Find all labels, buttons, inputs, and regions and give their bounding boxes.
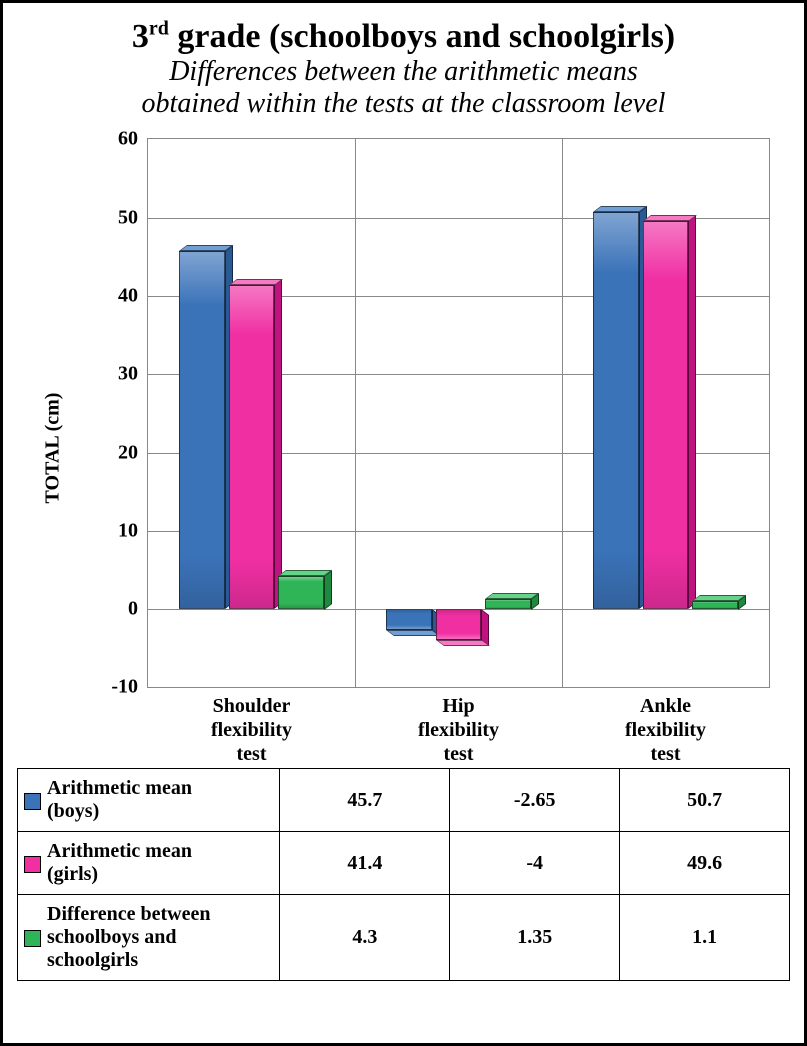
title-main-pre: 3	[132, 18, 149, 55]
table-value: -2.65	[450, 769, 620, 832]
bar-diff	[278, 576, 324, 610]
title-sub-line1: Differences between the arithmetic means	[17, 56, 790, 88]
title-main-post: grade (schoolboys and schoolgirls)	[169, 18, 675, 55]
y-tick-label: -10	[111, 676, 148, 699]
table-value: 1.1	[620, 895, 790, 981]
bar-girls	[436, 609, 482, 640]
legend-swatch-boys	[24, 793, 41, 810]
y-tick-label: 30	[118, 363, 148, 386]
legend-cell-boys: Arithmetic mean(boys)	[18, 769, 280, 832]
table-row: Arithmetic mean(boys) 45.7-2.6550.7	[18, 769, 790, 832]
bar-boys	[593, 212, 639, 609]
y-tick-label: 10	[118, 519, 148, 542]
title-main: 3rd grade (schoolboys and schoolgirls)	[17, 17, 790, 56]
category-label: Hipflexibilitytest	[355, 687, 562, 766]
legend-cell-girls: Arithmetic mean(girls)	[18, 832, 280, 895]
bar-girls	[229, 285, 275, 609]
y-axis-label: TOTAL (cm)	[42, 393, 65, 504]
table-row: Arithmetic mean(girls) 41.4-449.6	[18, 832, 790, 895]
legend-swatch-girls	[24, 856, 41, 873]
legend-cell-diff: Difference betweenschoolboys andschoolgi…	[18, 895, 280, 981]
legend-label-diff: Difference betweenschoolboys andschoolgi…	[47, 903, 210, 972]
chart-document: 3rd grade (schoolboys and schoolgirls) D…	[0, 0, 807, 1046]
title-sub-line2: obtained within the tests at the classro…	[17, 88, 790, 120]
legend-label-girls: Arithmetic mean(girls)	[47, 840, 192, 886]
bar-diff	[485, 599, 531, 610]
y-tick-label: 50	[118, 206, 148, 229]
plot-area: -100102030405060ShoulderflexibilitytestH…	[147, 138, 770, 688]
table-row: Difference betweenschoolboys andschoolgi…	[18, 895, 790, 981]
table-value: -4	[450, 832, 620, 895]
y-tick-label: 0	[128, 598, 148, 621]
y-tick-label: 40	[118, 285, 148, 308]
category-divider	[355, 139, 356, 687]
plot-inner: -100102030405060ShoulderflexibilitytestH…	[148, 139, 769, 687]
y-tick-label: 20	[118, 441, 148, 464]
legend-label-boys: Arithmetic mean(boys)	[47, 777, 192, 823]
category-divider	[562, 139, 563, 687]
table-value: 50.7	[620, 769, 790, 832]
table-value: 45.7	[280, 769, 450, 832]
chart-area: TOTAL (cm) -100102030405060Shoulderflexi…	[17, 128, 790, 768]
bar-girls	[643, 221, 689, 609]
category-label: Shoulderflexibilitytest	[148, 687, 355, 766]
table-value: 41.4	[280, 832, 450, 895]
bar-boys	[179, 251, 225, 609]
table-value: 1.35	[450, 895, 620, 981]
category-label: Ankleflexibilitytest	[562, 687, 769, 766]
title-block: 3rd grade (schoolboys and schoolgirls) D…	[17, 17, 790, 120]
data-table: Arithmetic mean(boys) 45.7-2.6550.7 Arit…	[17, 768, 790, 981]
table-value: 49.6	[620, 832, 790, 895]
y-tick-label: 60	[118, 128, 148, 151]
legend-swatch-diff	[24, 930, 41, 947]
table-value: 4.3	[280, 895, 450, 981]
bar-diff	[692, 601, 738, 610]
title-main-sup: rd	[149, 18, 169, 40]
bar-boys	[386, 609, 432, 630]
